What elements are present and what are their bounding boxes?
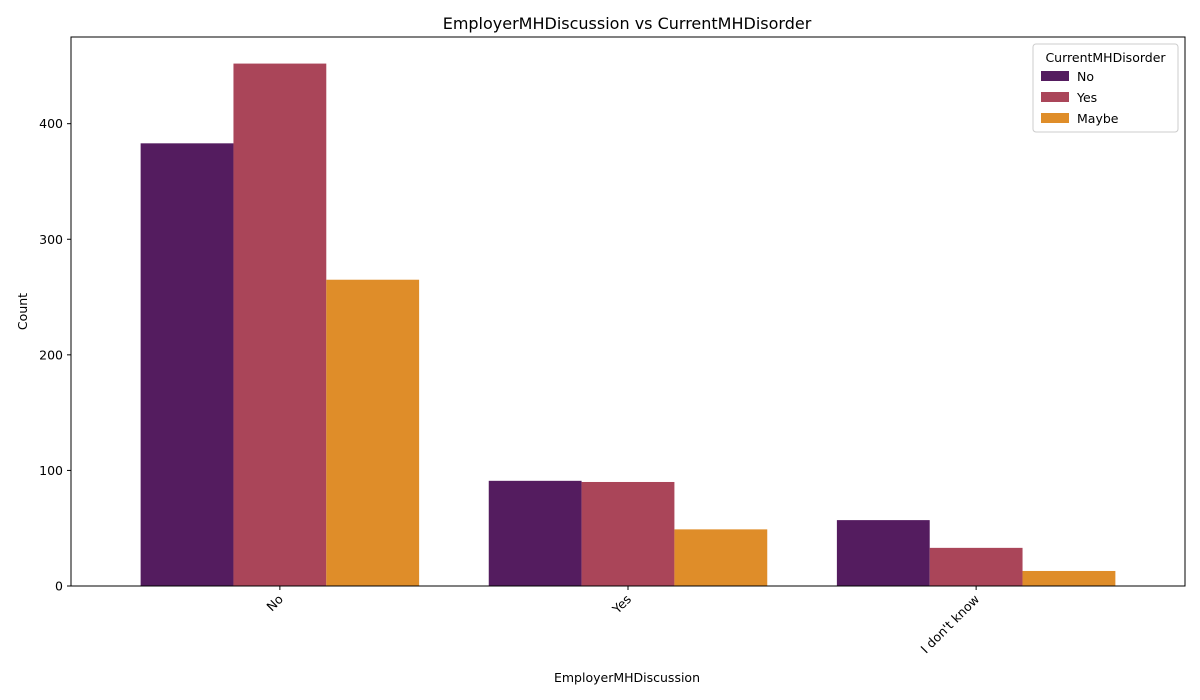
bar-maybe-2 [674,529,768,586]
legend-label: Yes [1076,90,1097,105]
legend-swatch [1041,92,1069,102]
legend-box [1032,43,1179,133]
y-tick-label: 400 [39,116,63,131]
bar-yes-3 [929,547,1023,586]
bar-no-1 [140,143,234,586]
legend-swatch [1041,71,1069,81]
y-tick-label: 100 [39,463,63,478]
y-axis-label: Count [15,293,30,330]
legend-label: No [1077,69,1094,84]
y-tick-label: 200 [39,347,63,362]
y-tick-label: 0 [55,579,63,594]
x-axis-ticks: No Yes I don't know [263,586,982,656]
x-tick-label: No [263,592,286,615]
bar-no-2 [488,480,582,586]
bars-group [140,63,1116,586]
bar-yes-2 [581,481,675,586]
legend-title: CurrentMHDisorder [1045,50,1166,65]
bar-yes-1 [233,63,327,586]
chart-title: EmployerMHDiscussion vs CurrentMHDisorde… [443,14,812,33]
x-tick-label: I don't know [918,592,983,657]
plot-frame [70,36,1186,587]
y-tick-label: 300 [39,232,63,247]
bar-maybe-3 [1022,570,1116,586]
x-axis-label: EmployerMHDiscussion [554,670,700,685]
bar-no-3 [836,520,930,586]
y-axis-ticks: 0 100 200 300 400 [39,116,71,594]
legend-label: Maybe [1077,111,1119,126]
bar-maybe-1 [326,279,420,586]
legend-swatch [1041,113,1069,123]
legend: CurrentMHDisorder No Yes Maybe [1032,43,1179,133]
legend-items: No Yes Maybe [1041,69,1119,126]
x-tick-label: Yes [609,592,635,618]
